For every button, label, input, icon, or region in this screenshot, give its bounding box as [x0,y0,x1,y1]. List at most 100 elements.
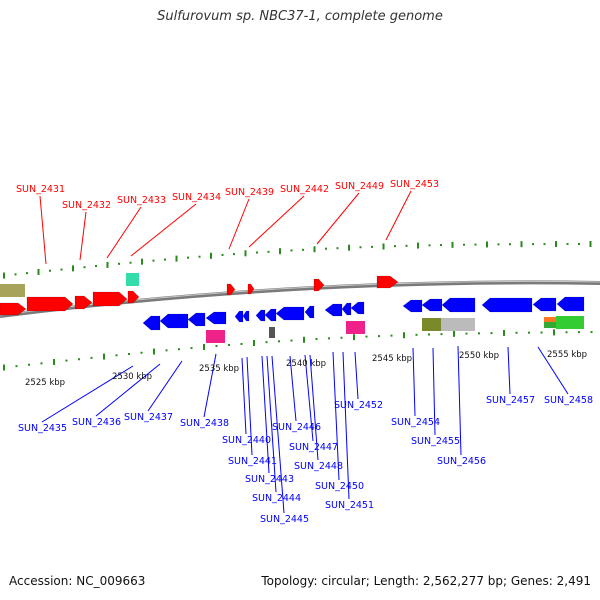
callout-line [246,356,253,456]
callout-line [304,354,314,442]
forward-gene-arrow [247,283,255,295]
callout-line [289,355,297,422]
genome-summary-text: Topology: circular; Length: 2,562,277 bp… [261,574,591,588]
map-title: Sulfurovum sp. NBC37-1, complete genome [157,9,443,24]
callout-line [248,195,305,248]
forward-gene-arrow [127,290,140,304]
forward-gene-arrow [74,295,93,310]
gene-label: SUN_2439 [225,187,274,198]
forward-gene-arrow [26,296,74,312]
gene-label: SUN_2434 [172,192,221,203]
callout-line [266,355,277,493]
misc-feature-block [269,327,275,338]
reverse-gene-arrow [341,302,352,316]
reverse-gene-arrow [304,305,315,319]
scale-tick-track [3,329,593,371]
callout-line [309,354,319,461]
gene-label: SUN_2449 [335,181,384,192]
misc-feature-block [544,322,556,328]
reverse-gene-arrow [187,312,206,327]
reverse-gene-arrow [142,315,161,331]
scale-label: 2555 kbp [547,350,587,360]
gene-label: SUN_2454 [391,417,440,428]
callout-line [79,211,87,261]
callout-line [316,192,360,245]
gene-label: SUN_2451 [325,500,374,511]
gene-label: SUN_2438 [180,418,229,429]
scale-label: 2550 kbp [459,351,499,361]
forward-gene-arrow [226,283,236,296]
callout-line [130,203,197,257]
callout-line [95,363,161,417]
scale-label: 2535 kbp [199,364,239,374]
callout-line [385,190,412,241]
gene-label: SUN_2442 [280,184,329,195]
callout-line [354,351,359,400]
callout-line [241,357,247,435]
reverse-gene-arrow [421,298,443,312]
reverse-gene-arrow [481,297,533,313]
gene-label: SUN_2455 [411,436,460,447]
callout-line [457,345,462,456]
misc-feature-block [556,316,584,329]
gene-label: SUN_2445 [260,514,309,525]
reverse-gene-arrow [441,297,476,313]
gene-label: SUN_2433 [117,195,166,206]
gene-label: SUN_2432 [62,200,111,211]
scale-label: 2545 kbp [372,354,412,364]
forward-gene-arrow [0,302,27,316]
gene-label: SUN_2450 [315,481,364,492]
misc-feature-block [346,321,365,334]
callout-lines [39,190,569,514]
gene-label: SUN_2453 [390,179,439,190]
gene-label: SUN_2431 [16,184,65,195]
reverse-gene-arrow [255,309,266,322]
gene-label: SUN_2436 [72,417,121,428]
gene-label: SUN_2435 [18,423,67,434]
scale-label: 2525 kbp [25,378,65,388]
callout-line [537,346,569,395]
callout-line [203,353,217,418]
gene-label: SUN_2440 [222,435,271,446]
gene-label: SUN_2446 [272,422,321,433]
misc-feature-block [126,273,139,286]
callout-line [507,346,511,395]
gene-label: SUN_2447 [289,442,338,453]
misc-feature-block [0,284,25,297]
gene-label: SUN_2448 [294,461,343,472]
gene-label: SUN_2457 [486,395,535,406]
gene-label: SUN_2437 [124,412,173,423]
callout-line [271,355,285,514]
misc-feature-block [441,318,475,331]
callout-line [432,347,436,436]
reverse-gene-arrow [205,311,227,325]
reverse-gene-arrow [350,301,365,315]
reverse-gene-arrow [242,310,250,322]
callout-line [412,347,416,417]
reverse-gene-arrow [264,308,277,322]
forward-gene-arrow [313,278,325,292]
gene-labels: SUN_2431 SUN_2432 SUN_2433 SUN_2434 SUN_2439… [16,179,593,525]
upper-tick-track [3,241,592,279]
gene-label: SUN_2443 [245,474,294,485]
callout-line [261,355,270,474]
scale-label: 2540 kbp [286,359,326,369]
callout-line [332,351,340,481]
gene-label: SUN_2456 [437,456,486,467]
reverse-gene-arrow [532,297,557,312]
reverse-gene-arrow [234,310,244,323]
callout-line [106,206,142,259]
reverse-gene-arrow [159,313,189,329]
gene-label: SUN_2444 [252,493,301,504]
gene-label: SUN_2458 [544,395,593,406]
scale-label: 2530 kbp [112,372,152,382]
callout-line [39,195,47,265]
forward-gene-arrow [376,275,399,289]
reverse-gene-arrow [402,299,423,313]
misc-feature-block [206,330,225,343]
reverse-gene-arrow [324,303,343,317]
reverse-gene-arrow [556,296,585,312]
gene-label: SUN_2441 [228,456,277,467]
